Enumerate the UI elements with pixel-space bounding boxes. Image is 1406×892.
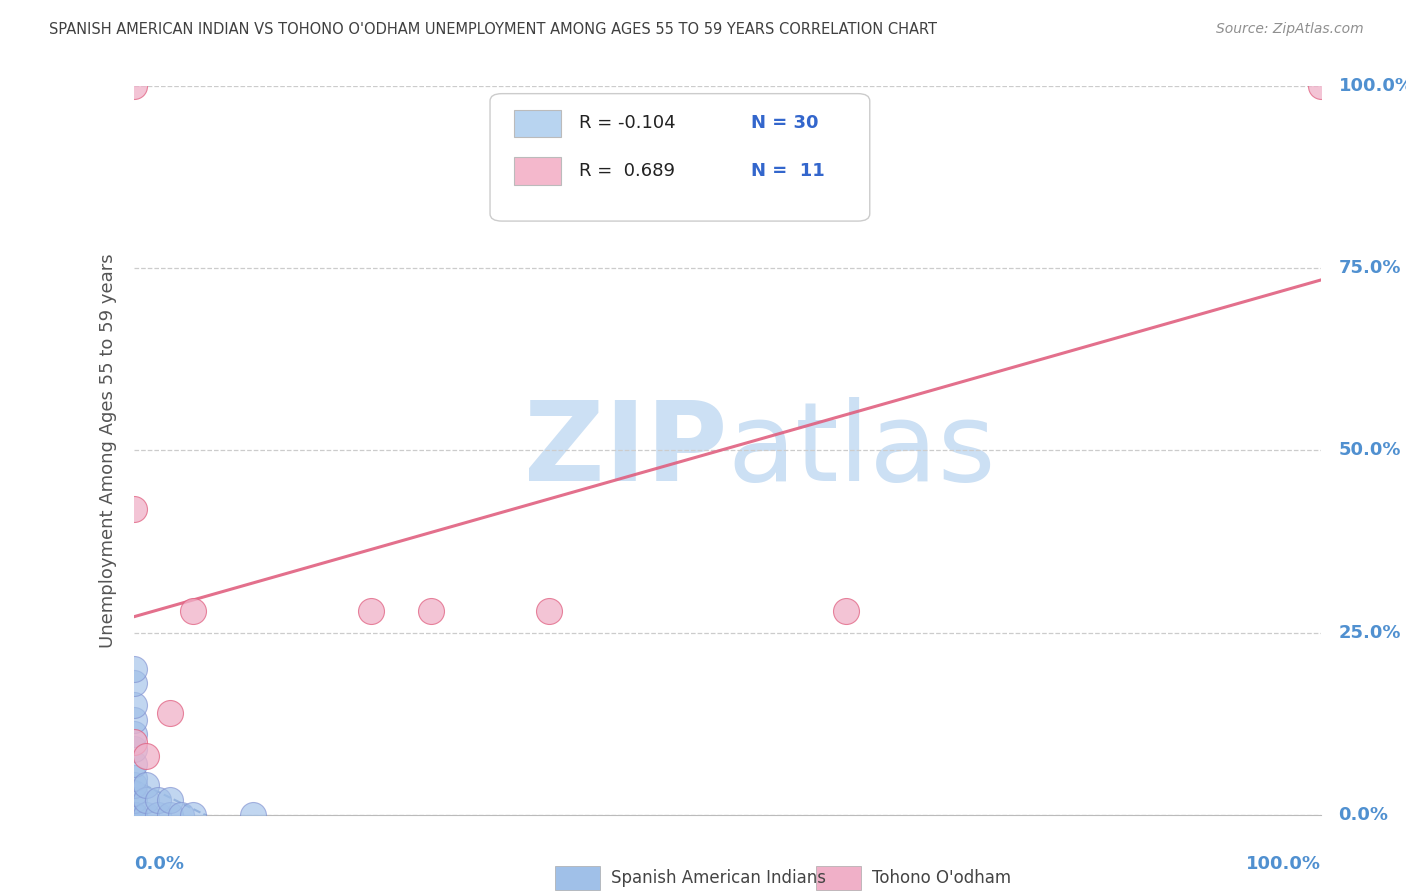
Text: ZIP: ZIP — [524, 397, 727, 504]
Point — [135, 749, 157, 764]
Point — [122, 771, 145, 785]
Point — [146, 793, 169, 807]
Point — [122, 807, 145, 822]
Point — [122, 779, 145, 793]
FancyBboxPatch shape — [513, 110, 561, 137]
FancyBboxPatch shape — [513, 157, 561, 185]
Point — [183, 604, 205, 618]
Text: R =  0.689: R = 0.689 — [579, 161, 675, 180]
Point — [122, 742, 145, 756]
Point — [122, 79, 145, 94]
Text: 25.0%: 25.0% — [1339, 624, 1400, 641]
Point — [183, 807, 205, 822]
Point — [146, 807, 169, 822]
Point — [122, 501, 145, 516]
Text: N = 30: N = 30 — [751, 114, 818, 133]
Point — [135, 793, 157, 807]
Point — [122, 676, 145, 690]
Point — [835, 604, 858, 618]
Text: Source: ZipAtlas.com: Source: ZipAtlas.com — [1216, 22, 1364, 37]
Point — [135, 807, 157, 822]
Point — [122, 698, 145, 713]
Point — [122, 807, 145, 822]
Text: Spanish American Indians: Spanish American Indians — [612, 869, 827, 887]
Point — [1309, 79, 1331, 94]
Point — [122, 807, 145, 822]
Point — [122, 793, 145, 807]
Text: 0.0%: 0.0% — [134, 855, 184, 872]
Text: 50.0%: 50.0% — [1339, 442, 1400, 459]
Point — [122, 807, 145, 822]
Point — [122, 713, 145, 727]
Point — [122, 807, 145, 822]
Point — [170, 807, 193, 822]
Text: 100.0%: 100.0% — [1339, 78, 1406, 95]
Text: 100.0%: 100.0% — [1246, 855, 1320, 872]
Point — [122, 756, 145, 771]
Text: Tohono O'odham: Tohono O'odham — [872, 869, 1011, 887]
Text: 0.0%: 0.0% — [1339, 805, 1389, 823]
Point — [419, 604, 441, 618]
Point — [159, 706, 181, 720]
Point — [122, 662, 145, 676]
Point — [135, 779, 157, 793]
Text: N =  11: N = 11 — [751, 161, 825, 180]
Text: atlas: atlas — [727, 397, 995, 504]
Text: SPANISH AMERICAN INDIAN VS TOHONO O'ODHAM UNEMPLOYMENT AMONG AGES 55 TO 59 YEARS: SPANISH AMERICAN INDIAN VS TOHONO O'ODHA… — [49, 22, 938, 37]
Point — [538, 604, 561, 618]
Point — [159, 793, 181, 807]
Point — [122, 807, 145, 822]
FancyBboxPatch shape — [491, 94, 870, 221]
Point — [360, 604, 382, 618]
Y-axis label: Unemployment Among Ages 55 to 59 years: Unemployment Among Ages 55 to 59 years — [100, 253, 117, 648]
Point — [122, 727, 145, 741]
Text: R = -0.104: R = -0.104 — [579, 114, 676, 133]
Point — [122, 807, 145, 822]
Point — [122, 807, 145, 822]
Point — [122, 786, 145, 800]
Point — [122, 735, 145, 749]
FancyBboxPatch shape — [817, 866, 862, 889]
Point — [242, 807, 264, 822]
FancyBboxPatch shape — [555, 866, 600, 889]
Point — [159, 807, 181, 822]
Text: 75.0%: 75.0% — [1339, 260, 1400, 277]
Point — [122, 807, 145, 822]
